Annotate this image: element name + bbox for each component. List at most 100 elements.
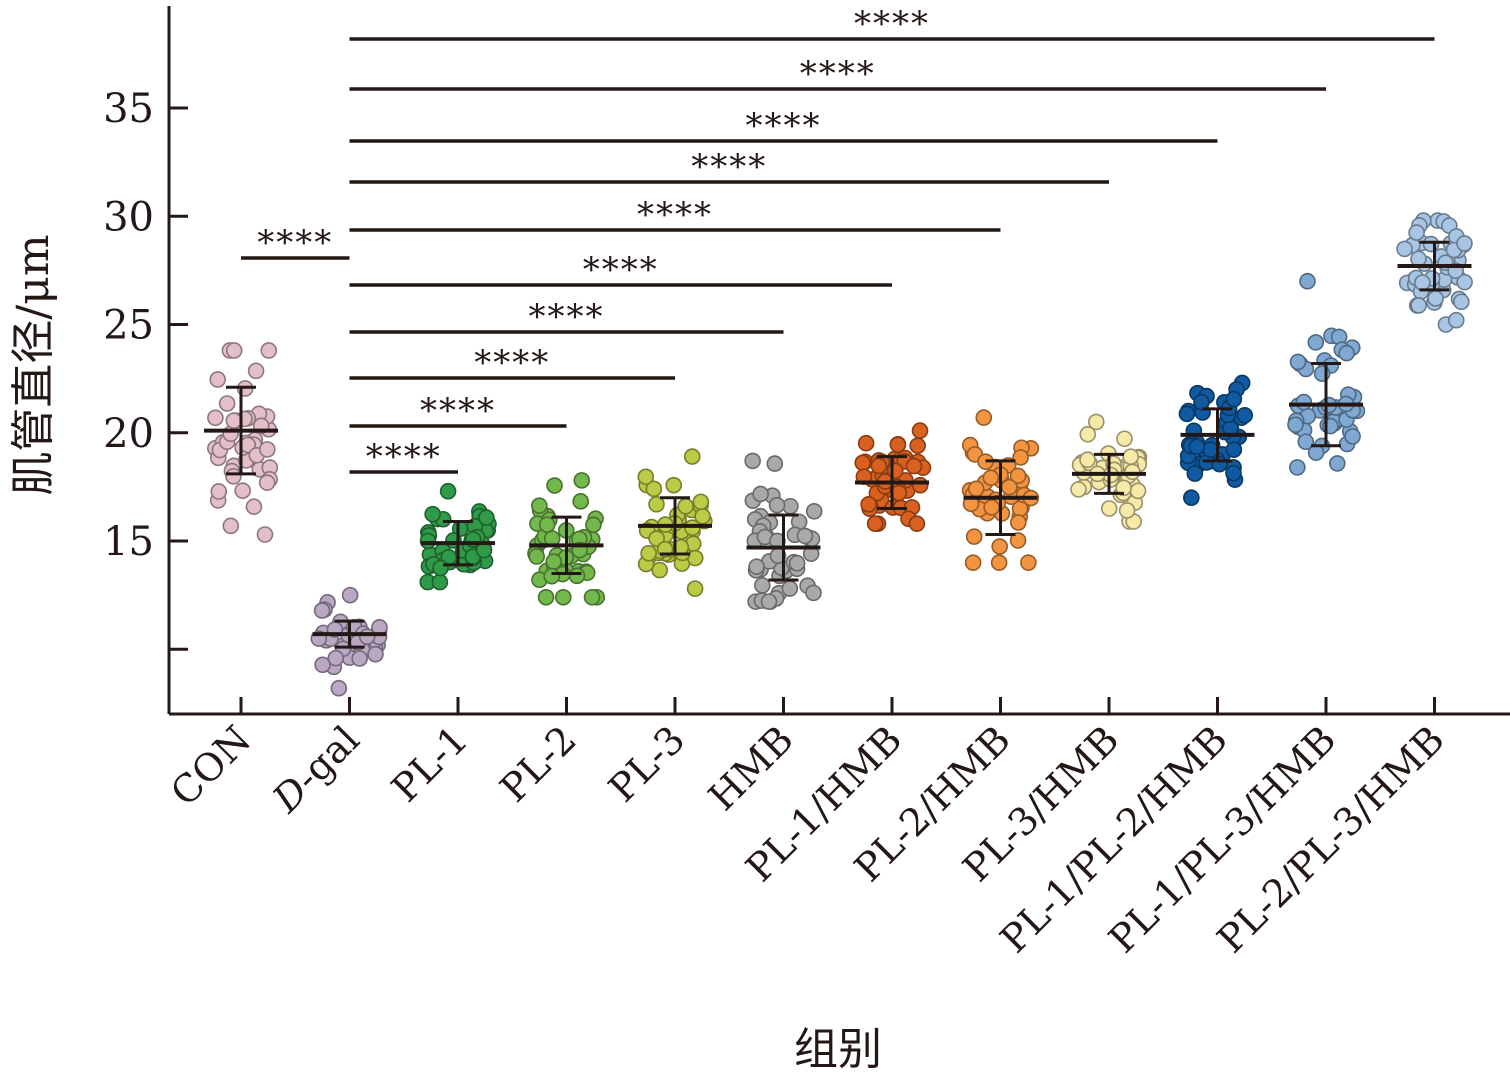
data-point-d-gal: [367, 645, 384, 663]
x-axis-title: 组别: [794, 1024, 882, 1075]
data-point-con: [209, 371, 226, 388]
data-point-pl-1-hmb: [911, 422, 929, 439]
data-point-pl-1: [424, 505, 441, 523]
data-point-pl-2-pl-3-hmb: [1414, 274, 1431, 291]
data-point-pl-1-pl-2-hmb: [1186, 465, 1204, 482]
data-point-pl-2-hmb: [1009, 467, 1027, 485]
data-point-pl-1-hmb: [860, 496, 877, 513]
data-point-pl-3-hmb: [1124, 463, 1141, 481]
data-point-pl-1-pl-3-hmb: [1299, 272, 1316, 290]
y-tick-label: 20: [103, 411, 154, 457]
data-point-con: [256, 526, 274, 543]
data-point-pl-2-pl-3-hmb: [1396, 240, 1413, 258]
data-point-con: [259, 441, 276, 458]
data-point-hmb: [805, 502, 823, 520]
y-tick-label: 30: [103, 194, 154, 240]
significance-label: ****: [529, 297, 605, 337]
data-point-pl-1: [431, 573, 449, 591]
data-point-hmb: [752, 485, 769, 503]
y-tick-label: 35: [103, 86, 154, 132]
data-point-con: [225, 468, 242, 485]
significance-label: ****: [474, 343, 550, 383]
data-point-pl-1: [439, 482, 457, 500]
data-point-pl-2: [528, 548, 545, 565]
x-tick-label-pl-1: PL-1: [383, 717, 476, 810]
data-point-pl-2-pl-3-hmb: [1422, 235, 1440, 253]
data-point-pl-1-pl-2-hmb: [1178, 405, 1196, 423]
data-point-con: [225, 342, 243, 359]
data-point-pl-3-hmb: [1129, 482, 1147, 500]
significance-label: ****: [637, 195, 713, 235]
data-point-pl-2: [585, 516, 602, 534]
data-point-pl-1-pl-3-hmb: [1297, 433, 1315, 451]
data-point-pl-2-hmb: [965, 528, 983, 545]
data-point-hmb: [788, 554, 806, 572]
x-tick-label-con: CON: [162, 717, 259, 814]
data-point-pl-1-hmb: [905, 457, 923, 475]
data-point-d-gal: [341, 586, 359, 604]
data-point-pl-1-pl-2-hmb: [1193, 393, 1210, 411]
data-point-pl-1-hmb: [889, 436, 907, 453]
data-point-d-gal: [314, 656, 331, 674]
x-tick-label-hmb: HMB: [700, 717, 802, 819]
data-point-pl-1-hmb: [870, 457, 888, 475]
data-point-con: [222, 517, 240, 535]
data-point-pl-3: [640, 544, 657, 562]
data-point-pl-2-hmb: [1009, 532, 1027, 549]
data-point-pl-3: [645, 480, 663, 498]
data-point-pl-3-hmb: [1118, 502, 1136, 519]
data-point-pl-2-pl-3-hmb: [1427, 290, 1444, 307]
data-point-pl-1-pl-2-hmb: [1202, 441, 1219, 459]
data-point-pl-2: [546, 477, 563, 494]
data-point-pl-1: [478, 509, 495, 526]
data-point-pl-1: [432, 559, 449, 577]
data-point-pl-2-pl-3-hmb: [1408, 224, 1425, 241]
data-point-pl-3: [648, 495, 665, 513]
data-point-pl-2: [538, 516, 556, 533]
data-point-pl-1-pl-3-hmb: [1295, 393, 1313, 411]
data-point-pl-1-pl-3-hmb: [1289, 353, 1307, 371]
significance-label: ****: [257, 223, 333, 263]
significance-label: ****: [691, 147, 767, 187]
data-point-pl-3: [686, 580, 704, 597]
data-point-pl-1-pl-2-hmb: [1225, 390, 1243, 408]
data-point-pl-2-pl-3-hmb: [1456, 235, 1473, 252]
data-point-con: [218, 395, 236, 412]
data-point-pl-1-hmb: [911, 476, 929, 494]
data-point-d-gal: [313, 602, 331, 619]
data-point-pl-3: [637, 468, 655, 486]
significance-label: ****: [366, 437, 442, 477]
data-point-pl-2-hmb: [1012, 449, 1029, 466]
data-point-pl-1-pl-3-hmb: [1338, 344, 1355, 362]
significance-label: ****: [854, 4, 930, 44]
data-point-pl-1-pl-3-hmb: [1344, 428, 1361, 445]
data-point-con: [225, 412, 243, 429]
data-point-pl-1-hmb: [854, 454, 871, 472]
data-point-pl-2: [554, 588, 572, 606]
data-point-pl-2-hmb: [982, 469, 1000, 487]
data-point-pl-2: [531, 497, 548, 514]
data-point-pl-3-hmb: [1070, 481, 1087, 498]
data-point-pl-3: [692, 493, 710, 511]
x-tick-label-pl-3: PL-3: [600, 717, 693, 810]
data-point-pl-1-hmb: [857, 434, 875, 452]
data-point-pl-1-pl-2-hmb: [1225, 441, 1243, 458]
data-point-pl-3-hmb: [1122, 448, 1140, 466]
x-ticks-layer: CON D-gal PL-1 PL-2 PL-3 HMBPL-1/HMBPL-2/HMBP…: [162, 697, 1453, 961]
data-point-pl-2-hmb: [1001, 478, 1018, 496]
significance-label: ****: [746, 106, 822, 146]
data-point-pl-1-hmb: [886, 462, 904, 480]
data-point-hmb: [796, 527, 814, 545]
data-point-pl-1-pl-3-hmb: [1328, 455, 1346, 472]
data-point-pl-2: [573, 472, 591, 489]
axes-layer: [167, 6, 1510, 716]
data-point-hmb: [766, 455, 784, 472]
data-point-pl-3-hmb: [1100, 500, 1118, 517]
data-point-pl-2: [572, 493, 590, 510]
data-point-pl-2-pl-3-hmb: [1410, 297, 1427, 314]
data-point-con: [258, 474, 276, 491]
data-point-pl-2-hmb: [983, 499, 1000, 516]
x-tick-label-d-gal: D-gal: [264, 717, 368, 821]
data-point-hmb: [744, 452, 761, 470]
